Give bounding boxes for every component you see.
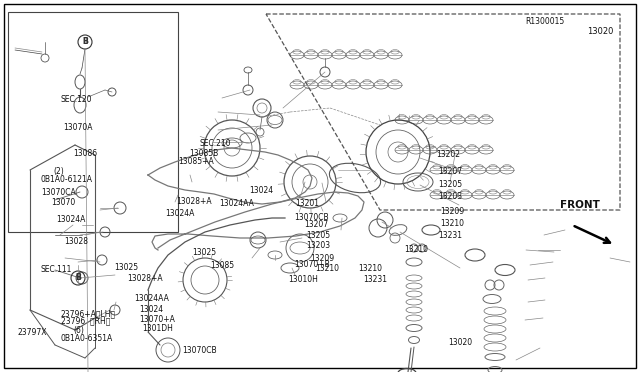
Text: 13024: 13024	[140, 305, 164, 314]
Text: 13210: 13210	[440, 219, 464, 228]
Text: 13202: 13202	[436, 150, 461, 159]
Text: 13203: 13203	[438, 192, 463, 201]
Text: 13070CB: 13070CB	[294, 213, 329, 222]
Bar	[8, 12, 178, 232]
Text: 13010H: 13010H	[288, 275, 318, 283]
Text: 13085B: 13085B	[189, 149, 218, 158]
Text: 13024AA: 13024AA	[134, 294, 169, 303]
Text: B: B	[82, 38, 88, 46]
Text: 13086: 13086	[74, 149, 98, 158]
Text: 0B1A0-6351A: 0B1A0-6351A	[61, 334, 113, 343]
Text: 13210: 13210	[404, 246, 429, 254]
Text: 13201: 13201	[296, 199, 320, 208]
Text: B: B	[82, 38, 88, 46]
Text: 1301DH: 1301DH	[142, 324, 173, 333]
Text: 13020: 13020	[448, 338, 472, 347]
Text: R1300015: R1300015	[525, 17, 564, 26]
Text: 13070+A: 13070+A	[140, 315, 175, 324]
Text: (2): (2)	[53, 167, 64, 176]
Text: 13028+A: 13028+A	[127, 274, 163, 283]
Text: 13025: 13025	[192, 248, 216, 257]
Text: 13209: 13209	[440, 207, 465, 216]
Text: 13024: 13024	[250, 186, 274, 195]
Text: 23796  〈RH〉: 23796 〈RH〉	[61, 317, 110, 326]
Text: 13070CA: 13070CA	[42, 188, 76, 197]
Text: 13205: 13205	[438, 180, 463, 189]
Text: 13085: 13085	[210, 261, 234, 270]
Text: (6): (6)	[74, 326, 84, 335]
Text: 13210: 13210	[358, 264, 383, 273]
Text: B: B	[75, 273, 81, 282]
Text: 23796+A〈LH〉: 23796+A〈LH〉	[61, 309, 116, 318]
Text: 13020: 13020	[587, 28, 613, 36]
Text: B: B	[75, 273, 81, 282]
Text: 13205: 13205	[306, 231, 330, 240]
Text: SEC.120: SEC.120	[61, 95, 92, 104]
Text: 13207: 13207	[304, 220, 328, 229]
Text: 13070A: 13070A	[63, 123, 92, 132]
Text: 13231: 13231	[364, 275, 388, 283]
Text: 13070CB: 13070CB	[182, 346, 217, 355]
Text: 13024A: 13024A	[56, 215, 86, 224]
Text: 13209: 13209	[310, 254, 335, 263]
Text: 23797X: 23797X	[17, 328, 47, 337]
Text: 13025: 13025	[114, 263, 138, 272]
Text: 13024AA: 13024AA	[219, 199, 253, 208]
Text: SEC.210: SEC.210	[200, 139, 231, 148]
Text: 13207: 13207	[438, 167, 463, 176]
Text: FRONT: FRONT	[560, 200, 600, 210]
Text: 13028+A: 13028+A	[176, 197, 212, 206]
Text: 0B1A0-6121A: 0B1A0-6121A	[40, 175, 92, 184]
Text: 13070: 13070	[51, 198, 76, 207]
Text: 13210: 13210	[315, 264, 339, 273]
Text: 13231: 13231	[438, 231, 463, 240]
Text: 13085+A: 13085+A	[178, 157, 214, 166]
Text: 13203: 13203	[306, 241, 330, 250]
Text: 13024A: 13024A	[165, 209, 195, 218]
Text: SEC.111: SEC.111	[40, 265, 72, 274]
Text: 13070+B: 13070+B	[294, 260, 330, 269]
Text: 13028: 13028	[64, 237, 88, 246]
